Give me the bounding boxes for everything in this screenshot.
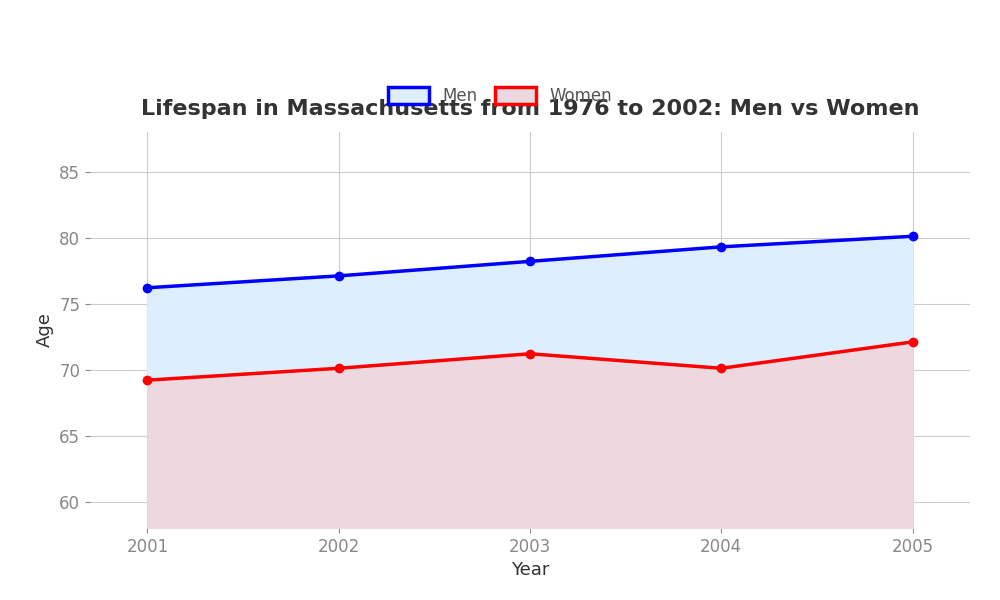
Legend: Men, Women: Men, Women	[381, 80, 619, 112]
Y-axis label: Age: Age	[36, 313, 54, 347]
Title: Lifespan in Massachusetts from 1976 to 2002: Men vs Women: Lifespan in Massachusetts from 1976 to 2…	[141, 100, 919, 119]
X-axis label: Year: Year	[511, 561, 549, 579]
